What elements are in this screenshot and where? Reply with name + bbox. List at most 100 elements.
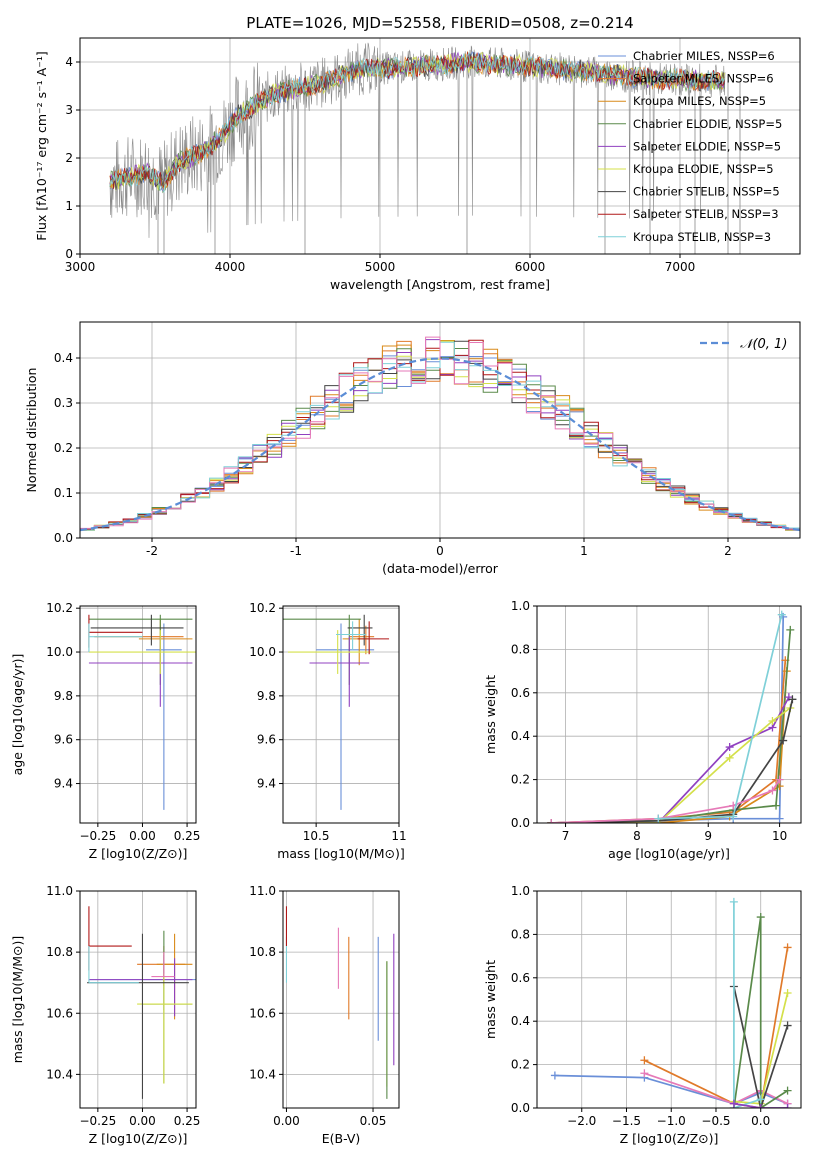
y-tick-label: 2 [65,151,73,165]
series-marker [756,1095,765,1104]
series-marker [768,717,777,726]
axes: 0.00 0.05 10.4 10.6 10.8 11.0 E(B-V) [249,884,400,1146]
error-point-kroupa_elodie [287,630,371,674]
x-tick-label: 0.00 [129,829,156,843]
series-marker [788,695,797,704]
series-marker [768,786,777,795]
series-marker [654,814,663,823]
error-point-kroupa_elodie [88,630,196,674]
legend-entry: Salpeter MILES, NSSP=6 [633,72,774,86]
error-point-kroupa_miles [138,619,193,666]
series-marker [640,1069,649,1078]
y-tick-label: 10.8 [46,945,73,959]
x-tick-label: 7 [562,829,570,843]
y-tick-label: 0.2 [511,773,530,787]
y-tick-label: 10.0 [46,645,73,659]
series-line-salpeter_elodie [733,1102,788,1108]
x-tick-label: 11 [391,829,406,843]
x-axis-label: Z [log10(Z/Z⊙)] [89,1131,188,1146]
series-marker [756,1104,765,1108]
x-tick-label: 0 [436,544,444,558]
series-marker [729,812,738,821]
x-tick-label: 9 [704,829,712,843]
legend-entry: Chabrier ELODIE, NSSP=5 [633,117,782,131]
series-marker [775,775,784,784]
legend-entry: Kroupa STELIB, NSSP=3 [633,230,771,244]
y-tick-label: 0.3 [54,396,73,410]
panel-spectrum: 3000 4000 5000 6000 7000 0 1 2 3 4 wavelength [Ang… [34,14,801,292]
y-axis-label: mass weight [483,675,498,754]
grid [283,890,399,1108]
y-tick-label: 0.6 [511,686,530,700]
series-marker [772,801,781,810]
observed-spectrum [109,42,726,238]
y-axis-label: mass weight [483,960,498,1039]
x-axis-label: mass [log10(M/M⊙)] [277,846,405,861]
error-point-salpeter_elodie [88,958,193,1017]
y-tick-label: 10.8 [249,945,276,959]
plot-area [80,336,800,532]
y-tick-label: 10.6 [46,1006,73,1020]
y-tick-label: 0.4 [511,1014,530,1028]
axes-frame [282,890,400,1109]
y-tick-label: 0.2 [54,441,73,455]
axes: −0.25 0.00 0.25 9.4 9.6 9.8 10.0 10.2 Z [log10(Z… [10,601,200,861]
y-tick-label: 10.2 [249,601,276,615]
series-marker [729,897,738,906]
panel-age_vs_Z: −0.25 0.00 0.25 9.4 9.6 9.8 10.0 10.2 Z [log10(Z… [10,601,200,861]
plot-area [283,614,390,810]
model-spectrum-kroupa_stelib [109,51,725,194]
axes: -2 -1 0 1 2 0.0 0.1 0.2 0.3 0.4 (data-model)/error… [24,321,801,576]
plot-area [88,614,196,810]
x-tick-label: 0.25 [174,1114,201,1128]
y-axis-label: Flux [fλ10⁻¹⁷ erg cm⁻² s⁻¹ A⁻¹] [34,51,49,240]
error-point-kroupa_miles [342,619,370,666]
legend-entry: Chabrier MILES, NSSP=6 [633,49,775,63]
y-tick-label: 9.4 [257,777,276,791]
y-tick-label: 10.0 [249,645,276,659]
series-marker [783,1021,792,1030]
x-tick-label: 0.00 [273,1114,300,1128]
legend-entry: Kroupa MILES, NSSP=5 [633,94,766,108]
axes: 3000 4000 5000 6000 7000 0 1 2 3 4 wavelength [Ang… [34,37,801,292]
chart-title: PLATE=1026, MJD=52558, FIBERID=0508, z=0… [246,14,633,32]
error-point-kroupa_stelib [336,621,366,650]
x-tick-label: 0.05 [360,1114,387,1128]
series-marker [786,625,795,634]
y-tick-label: 9.6 [257,733,276,747]
panel-mass_vs_ebv: 0.00 0.05 10.4 10.6 10.8 11.0 E(B-V) [249,884,400,1146]
y-axis-label: mass [log10(M/M⊙)] [10,936,25,1064]
series-marker [783,1104,792,1108]
legend-entry: Salpeter ELODIE, NSSP=5 [633,139,781,153]
x-tick-label: -2 [146,544,158,558]
grid [80,890,196,1108]
x-tick-label: −1.0 [657,1114,686,1128]
y-tick-label: 10.6 [249,1006,276,1020]
model-spectrum-kroupa_elodie [109,51,725,191]
x-tick-label: 6000 [515,260,546,274]
panel-residuals: -2 -1 0 1 2 0.0 0.1 0.2 0.3 0.4 (data-model)/error… [24,321,801,576]
series-marker [775,814,784,823]
y-tick-label: 9.8 [257,689,276,703]
x-tick-label: 0.25 [174,829,201,843]
x-tick-label: 3000 [65,260,96,274]
series-marker [725,753,734,762]
series-marker [550,1071,559,1080]
series-marker [783,1086,792,1095]
plot-area [87,906,196,1099]
series-line-chabrier_elodie [733,916,789,1108]
x-axis-label: E(B-V) [322,1131,361,1146]
x-axis-label: Z [log10(Z/Z⊙)] [620,1131,719,1146]
y-tick-label: 11.0 [46,884,73,898]
series-marker [729,1099,738,1108]
x-tick-label: -1 [290,544,302,558]
plot-area [109,42,741,254]
y-tick-label: 1 [65,199,73,213]
series-line-chabrier_stelib [733,986,789,1108]
axes: −2.0 −1.5 −1.0 −0.5 0.0 0.0 0.2 0.4 0.6 0.8 1.0 Z [… [483,884,802,1146]
y-tick-label: 0.8 [511,642,530,656]
series-marker [783,988,792,997]
legend-entry: Salpeter STELIB, NSSP=3 [633,207,779,221]
error-point-chabrier_miles [316,623,375,810]
error-point-chabrier_miles [146,623,182,810]
